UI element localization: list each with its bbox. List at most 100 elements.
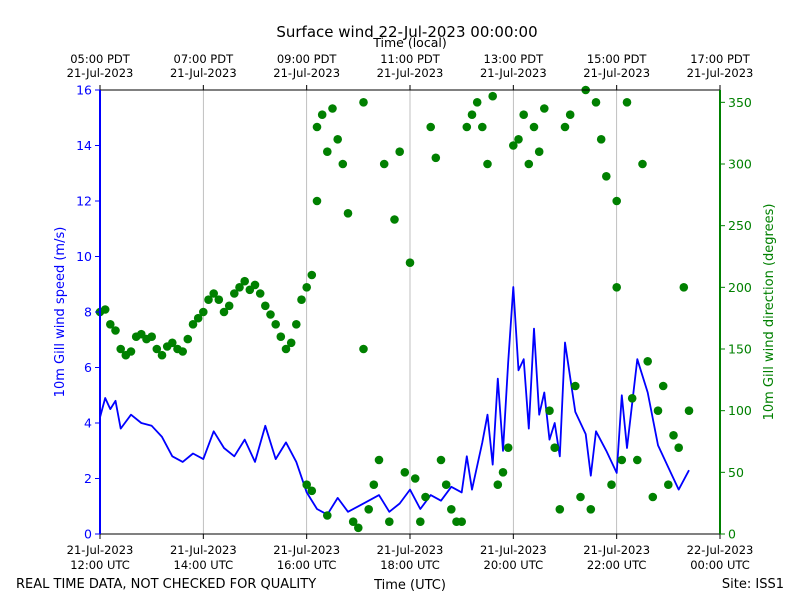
- top-tick-time: 05:00 PDT: [70, 52, 131, 66]
- wind-direction-point: [188, 320, 198, 329]
- wind-direction-point: [297, 295, 306, 305]
- top-tick-date: 21-Jul-2023: [170, 66, 237, 80]
- wind-direction-point: [617, 455, 627, 465]
- top-axis-label: Time (local): [372, 35, 446, 50]
- wind-direction-point: [550, 443, 559, 453]
- wind-direction-point: [307, 270, 317, 280]
- left-tick-label: 6: [84, 360, 92, 375]
- wind-direction-point: [199, 307, 208, 317]
- right-tick-label: 150: [728, 342, 752, 357]
- wind-direction-point: [286, 338, 296, 348]
- wind-direction-point: [183, 334, 193, 344]
- top-tick-time: 09:00 PDT: [277, 52, 338, 66]
- wind-direction-point: [230, 289, 239, 298]
- wind-direction-point: [560, 122, 570, 132]
- left-tick-label: 14: [76, 138, 92, 153]
- top-tick-time: 17:00 PDT: [690, 52, 751, 66]
- wind-direction-point: [400, 468, 410, 477]
- wind-direction-point: [276, 332, 286, 342]
- top-tick-date: 21-Jul-2023: [67, 66, 134, 80]
- right-tick-label: 200: [728, 280, 752, 295]
- top-tick-time: 07:00 PDT: [174, 52, 235, 66]
- wind-direction-point: [209, 289, 218, 298]
- wind-direction-point: [679, 283, 689, 292]
- wind-direction-point: [323, 511, 332, 520]
- right-tick-label: 250: [728, 218, 752, 233]
- wind-direction-point: [100, 305, 110, 314]
- wind-direction-point: [354, 523, 363, 533]
- bottom-tick-time: 18:00 UTC: [380, 558, 440, 572]
- left-tick-label: 10: [76, 249, 92, 264]
- wind-direction-point: [240, 276, 249, 286]
- wind-direction-point: [126, 347, 136, 356]
- bottom-tick-date: 21-Jul-2023: [377, 543, 444, 557]
- top-tick-date: 21-Jul-2023: [377, 66, 444, 80]
- wind-direction-point: [684, 406, 694, 416]
- wind-direction-point: [509, 141, 518, 150]
- wind-direction-point: [302, 283, 312, 292]
- wind-direction-point: [317, 110, 327, 119]
- wind-direction-point: [302, 480, 312, 490]
- wind-direction-point: [498, 468, 508, 477]
- wind-direction-point: [488, 91, 498, 101]
- wind-direction-point: [586, 505, 596, 514]
- wind-direction-point: [359, 98, 368, 107]
- top-tick-time: 11:00 PDT: [380, 52, 441, 66]
- wind-direction-point: [224, 301, 234, 311]
- wind-direction-point: [545, 406, 554, 416]
- top-tick-date: 21-Jul-2023: [480, 66, 547, 80]
- top-tick-date: 21-Jul-2023: [687, 66, 754, 80]
- wind-direction-point: [622, 98, 632, 107]
- wind-direction-point: [307, 486, 317, 496]
- wind-direction-point: [633, 455, 642, 465]
- right-tick-label: 100: [728, 403, 752, 418]
- wind-direction-point: [395, 147, 405, 156]
- wind-direction-point: [390, 215, 399, 224]
- wind-direction-point: [416, 517, 425, 526]
- left-tick-label: 16: [76, 83, 92, 98]
- wind-direction-point: [374, 455, 384, 465]
- bottom-tick-date: 21-Jul-2023: [583, 543, 650, 557]
- wind-direction-point: [483, 159, 492, 169]
- wind-direction-point: [219, 307, 229, 317]
- bottom-tick-date: 21-Jul-2023: [170, 543, 237, 557]
- wind-direction-point: [612, 283, 621, 292]
- wind-direction-point: [591, 98, 601, 107]
- wind-direction-point: [168, 338, 177, 348]
- wind-direction-point: [467, 110, 477, 119]
- wind-direction-point: [664, 480, 673, 490]
- bottom-tick-date: 21-Jul-2023: [273, 543, 340, 557]
- wind-direction-point: [653, 406, 663, 416]
- wind-direction-point: [602, 172, 611, 181]
- bottom-tick-time: 12:00 UTC: [70, 558, 130, 572]
- wind-direction-point: [529, 122, 539, 132]
- wind-direction-point: [669, 431, 678, 440]
- wind-direction-point: [410, 474, 420, 483]
- wind-direction-point: [281, 344, 291, 354]
- bottom-axis-label: Time (UTC): [373, 578, 446, 593]
- bottom-tick-time: 22:00 UTC: [587, 558, 647, 572]
- left-tick-label: 8: [84, 305, 92, 320]
- wind-direction-point: [431, 153, 441, 163]
- wind-direction-point: [540, 104, 549, 113]
- quality-disclaimer: REAL TIME DATA, NOT CHECKED FOR QUALITY: [16, 577, 316, 592]
- wind-direction-point: [312, 196, 322, 206]
- wind-direction-point: [235, 283, 244, 292]
- right-tick-label: 50: [728, 465, 744, 480]
- wind-direction-point: [359, 344, 368, 354]
- wind-direction-point: [147, 332, 156, 342]
- wind-direction-point: [343, 209, 353, 218]
- wind-direction-point: [338, 159, 348, 169]
- wind-direction-point: [255, 289, 265, 298]
- wind-direction-point: [385, 517, 394, 526]
- wind-direction-point: [457, 517, 467, 526]
- wind-direction-point: [421, 492, 430, 502]
- wind-direction-point: [534, 147, 544, 156]
- wind-direction-point: [576, 492, 585, 502]
- left-tick-label: 2: [84, 471, 92, 486]
- wind-direction-point: [214, 295, 224, 305]
- wind-direction-point: [674, 443, 683, 453]
- plot-series: [95, 85, 694, 533]
